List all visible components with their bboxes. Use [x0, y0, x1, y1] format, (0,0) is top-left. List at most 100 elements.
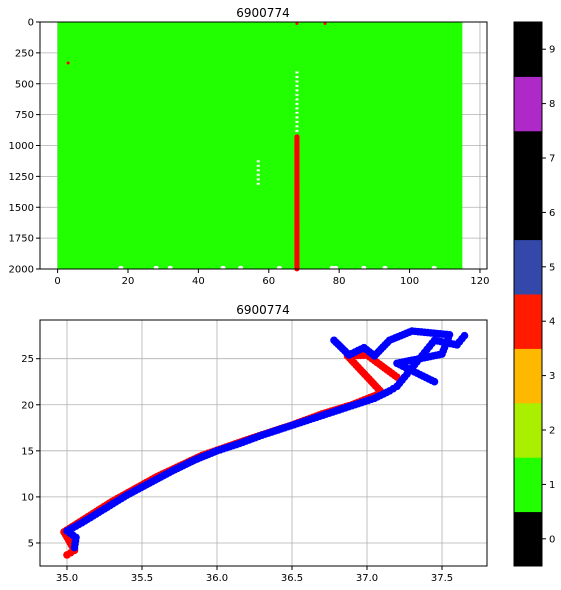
top-x-tick-label: 20	[122, 276, 135, 287]
colorbar: 0 1 2 3 4 5 6 7 8 9	[513, 21, 555, 567]
bottom-x-tick-label: 37.0	[356, 573, 378, 584]
colorbar-tick-label: 4	[549, 317, 555, 328]
top-x-tick-label: 80	[333, 276, 346, 287]
missing-point	[295, 111, 299, 114]
top-chart-title: 6900774	[236, 6, 289, 20]
bottom-y-tick-label: 10	[21, 492, 34, 503]
missing-point	[256, 178, 260, 181]
missing-point	[295, 120, 299, 123]
bottom-x-tick-label: 35.0	[56, 573, 78, 584]
missing-bottom-point	[167, 265, 173, 270]
colorbar-tick-label: 2	[549, 426, 555, 437]
missing-point	[295, 75, 299, 78]
colorbar-frame	[513, 21, 543, 567]
missing-point	[295, 107, 299, 110]
top-x-tick-label: 120	[470, 276, 489, 287]
missing-point	[295, 116, 299, 119]
colorbar-tick-label: 1	[549, 480, 555, 491]
bottom-axes-frame	[39, 319, 488, 567]
colorbar-segment-4	[514, 294, 542, 349]
missing-bottom-point	[382, 265, 388, 270]
missing-point	[295, 93, 299, 96]
bottom-marks	[60, 327, 469, 559]
flag4-point	[66, 61, 70, 65]
flag4-point	[295, 22, 299, 25]
bottom-x-axis: 35.0 35.5 36.0 36.5 37.0 37.5	[56, 566, 453, 584]
missing-point	[295, 98, 299, 101]
flag4-point	[323, 22, 327, 25]
colorbar-tick-label: 3	[549, 371, 555, 382]
missing-bottom-point	[220, 265, 226, 270]
bottom-x-tick-label: 35.5	[131, 573, 153, 584]
bottom-chart-title: 6900774	[236, 303, 289, 317]
bottom-y-tick-label: 25	[21, 354, 34, 365]
missing-point	[295, 129, 299, 132]
top-y-tick-label: 250	[15, 48, 34, 59]
colorbar-tick-label: 5	[549, 262, 555, 273]
colorbar-tick-label: 7	[549, 154, 555, 165]
colorbar-segment-3	[514, 348, 542, 404]
colorbar-segment-2	[514, 402, 542, 458]
bottom-x-tick-label: 37.5	[431, 573, 453, 584]
top-x-tick-label: 40	[192, 276, 205, 287]
bottom-panel: 6900774 35.0 35.5 36.0 36.5 37.0 37.5 5 10 15 20…	[21, 303, 488, 584]
top-marks	[57, 22, 463, 272]
bottom-y-tick-label: 5	[28, 538, 34, 549]
missing-bottom-point	[329, 265, 335, 270]
top-y-tick-label: 1250	[9, 172, 34, 183]
missing-point	[295, 80, 299, 83]
missing-bottom-point	[431, 265, 437, 270]
missing-bottom-point	[238, 265, 244, 270]
top-x-tick-label: 100	[400, 276, 419, 287]
missing-point	[295, 102, 299, 105]
missing-point	[256, 173, 260, 176]
top-y-tick-label: 1000	[9, 141, 34, 152]
missing-bottom-point	[276, 265, 282, 270]
top-x-axis: 0 20 40 60 80 100 120	[54, 269, 490, 287]
top-y-tick-label: 500	[15, 79, 34, 90]
missing-point	[295, 89, 299, 92]
top-panel: 6900774 0 20 40 60 80 100 120 0 250 500 750 1000 12…	[9, 6, 490, 287]
colorbar-segments	[514, 22, 542, 567]
missing-bottom-point	[361, 265, 367, 270]
bottom-y-tick-label: 15	[21, 446, 34, 457]
missing-point	[256, 182, 260, 185]
bottom-y-axis: 5 10 15 20 25	[21, 354, 40, 549]
top-y-tick-label: 1750	[9, 234, 34, 245]
colorbar-tick-label: 0	[549, 534, 555, 545]
missing-point	[295, 71, 299, 74]
missing-point	[256, 160, 260, 163]
missing-bottom-point	[153, 265, 159, 270]
top-y-axis: 0 250 500 750 1000 1250 1500 1750 2000	[9, 18, 40, 276]
colorbar-segment-0	[514, 511, 542, 567]
colorbar-segment-9	[514, 22, 542, 77]
missing-point	[295, 84, 299, 87]
colorbar-segment-7	[514, 130, 542, 186]
colorbar-segment-8	[514, 76, 542, 132]
bottom-y-tick-label: 20	[21, 400, 34, 411]
bottom-x-tick-label: 36.5	[281, 573, 303, 584]
colorbar-tick-label: 8	[549, 99, 555, 110]
flag1-field	[57, 22, 463, 269]
missing-point	[256, 164, 260, 167]
top-y-tick-label: 1500	[9, 203, 34, 214]
top-x-tick-label: 60	[262, 276, 275, 287]
colorbar-ticks: 0 1 2 3 4 5 6 7 8 9	[542, 45, 555, 545]
missing-bottom-point	[333, 265, 339, 270]
missing-point	[295, 125, 299, 128]
scatter-point	[430, 377, 439, 386]
top-x-tick-label: 0	[54, 276, 60, 287]
top-y-tick-label: 2000	[9, 265, 34, 276]
colorbar-segment-1	[514, 457, 542, 513]
scatter-point	[460, 331, 469, 340]
scatter-series-1	[63, 327, 469, 552]
colorbar-segment-6	[514, 185, 542, 241]
colorbar-tick-label: 9	[549, 45, 555, 56]
missing-bottom-point	[118, 265, 124, 270]
bottom-x-tick-label: 36.0	[206, 573, 228, 584]
colorbar-tick-label: 6	[549, 208, 555, 219]
colorbar-segment-5	[514, 239, 542, 295]
top-y-tick-label: 750	[15, 110, 34, 121]
missing-point	[256, 169, 260, 172]
